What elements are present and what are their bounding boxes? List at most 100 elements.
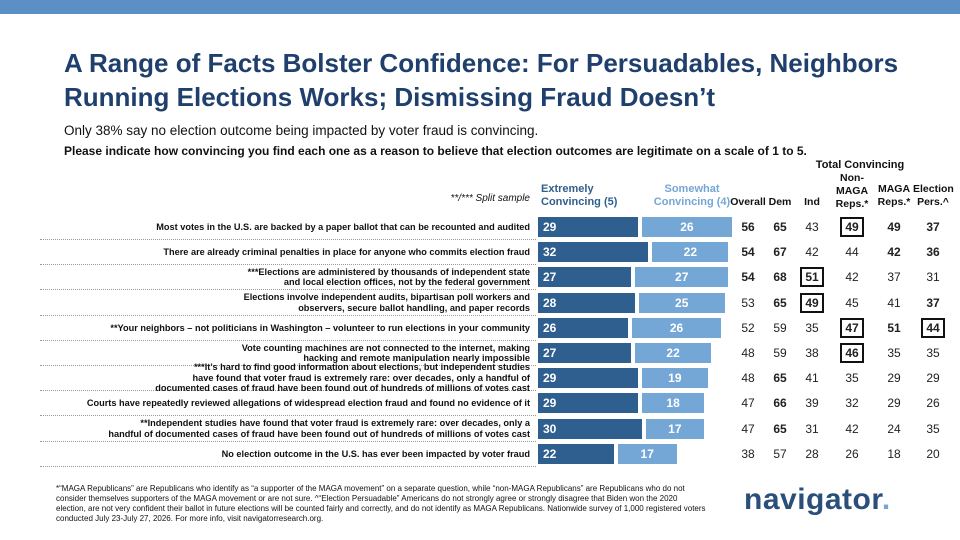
value-cell: 29 — [926, 371, 940, 386]
value-cell: 26 — [845, 446, 859, 461]
value-cell: 42 — [845, 270, 859, 285]
row-label: Vote counting machines are not connected… — [241, 342, 530, 364]
value-cell: 35 — [926, 421, 940, 436]
column-header: Dem — [768, 196, 792, 208]
value-cell: 36 — [926, 245, 940, 260]
value-cell: 47 — [741, 421, 755, 436]
question-text: Please indicate how convincing you find … — [64, 144, 807, 158]
table-row: No election outcome in the U.S. has ever… — [0, 443, 960, 467]
value-cell: 38 — [805, 346, 819, 360]
value-cell: 68 — [773, 270, 787, 285]
value-cell: 51 — [794, 266, 830, 288]
column-header: Overall — [730, 196, 766, 208]
value-cell: 38 — [741, 446, 755, 461]
bar-extremely: 22 — [538, 443, 614, 464]
table-row: Courts have repeatedly reviewed allegati… — [0, 392, 960, 417]
value-cell: 31 — [805, 421, 819, 436]
value-cell: 47 — [741, 396, 755, 411]
value-cell: 31 — [926, 270, 940, 285]
row-divider — [40, 264, 536, 266]
bar-somewhat: 27 — [635, 267, 729, 288]
logo-text: navigator — [744, 483, 882, 516]
row-label: Most votes in the U.S. are backed by a p… — [156, 221, 530, 232]
value-cell: 59 — [773, 320, 787, 335]
value-cell: 37 — [926, 295, 940, 310]
footnote: *“MAGA Republicans” are Republicans who … — [56, 484, 706, 523]
bar-extremely: 28 — [538, 292, 635, 313]
bar-somewhat: 22 — [652, 242, 729, 263]
value-cell: 67 — [773, 245, 787, 260]
value-cell: 29 — [887, 371, 901, 386]
value-cell: 49 — [887, 220, 901, 234]
value-cell: 47 — [834, 317, 870, 339]
value-cell: 65 — [773, 421, 787, 436]
value-cell: 54 — [741, 270, 755, 285]
value-cell: 59 — [773, 346, 787, 360]
row-divider — [40, 415, 536, 417]
value-cell: 43 — [805, 220, 819, 234]
value-cell: 41 — [805, 371, 819, 386]
value-cell: 52 — [741, 320, 755, 335]
table-row: **Independent studies have found that vo… — [0, 418, 960, 442]
value-cell: 45 — [845, 295, 859, 310]
value-cell: 44 — [915, 317, 951, 339]
row-divider — [40, 465, 536, 467]
row-label: **Your neighbors – not politicians in Wa… — [110, 322, 530, 333]
value-cell: 51 — [887, 320, 901, 335]
value-cell: 39 — [805, 396, 819, 411]
bar-extremely: 26 — [538, 317, 628, 338]
value-cell: 29 — [887, 396, 901, 411]
value-cell: 37 — [887, 270, 901, 285]
row-label: ***It’s hard to find good information ab… — [155, 362, 530, 394]
value-cell: 65 — [773, 295, 787, 310]
value-cell: 24 — [887, 421, 901, 436]
bar-extremely: 30 — [538, 418, 642, 439]
subtitle: Only 38% say no election outcome being i… — [64, 123, 539, 138]
bar-extremely: 32 — [538, 242, 649, 263]
table-row: Vote counting machines are not connected… — [0, 342, 960, 366]
row-label: Elections involve independent audits, bi… — [243, 292, 530, 313]
value-cell: 44 — [845, 245, 859, 260]
bar-somewhat: 19 — [642, 368, 708, 389]
bar-somewhat: 26 — [631, 317, 722, 338]
value-cell: 56 — [741, 220, 755, 234]
bar-somewhat: 18 — [642, 393, 705, 414]
bar-extremely: 27 — [538, 343, 632, 363]
table-row: Elections involve independent audits, bi… — [0, 292, 960, 316]
value-cell: 54 — [741, 245, 755, 260]
value-cell: 57 — [773, 446, 787, 461]
value-cell: 18 — [887, 446, 901, 461]
split-sample-note: **/*** Split sample — [450, 193, 530, 204]
bar-somewhat: 17 — [645, 418, 705, 439]
bar-somewhat: 17 — [617, 443, 677, 464]
bar-extremely: 29 — [538, 217, 639, 237]
bar-somewhat: 22 — [635, 343, 712, 363]
value-cell: 26 — [926, 396, 940, 411]
value-cell: 35 — [926, 346, 940, 360]
row-divider — [40, 289, 536, 291]
row-divider — [40, 314, 536, 316]
table-row: ***It’s hard to find good information ab… — [0, 362, 960, 394]
value-cell: 28 — [805, 446, 819, 461]
total-convincing-header: Total Convincing — [815, 159, 905, 171]
row-label: There are already criminal penalties in … — [163, 246, 530, 257]
value-cell: 42 — [805, 245, 819, 260]
bar-extremely: 29 — [538, 393, 639, 414]
row-divider — [40, 239, 536, 240]
table-row: ***Elections are administered by thousan… — [0, 266, 960, 291]
row-label: Courts have repeatedly reviewed allegati… — [86, 398, 530, 409]
value-cell: 35 — [845, 371, 859, 386]
navigator-logo: navigator. — [744, 483, 891, 517]
row-divider — [40, 365, 536, 366]
bar-extremely: 29 — [538, 368, 639, 389]
row-divider — [40, 339, 536, 341]
value-cell: 65 — [773, 371, 787, 386]
value-cell: 65 — [773, 220, 787, 234]
table-row: **Your neighbors – not politicians in Wa… — [0, 317, 960, 341]
legend-somewhat: Somewhat Convincing (4) — [653, 183, 731, 208]
row-divider — [40, 440, 536, 442]
page-title: A Range of Facts Bolster Confidence: For… — [64, 48, 899, 112]
table-row: Most votes in the U.S. are backed by a p… — [0, 216, 960, 240]
table-row: There are already criminal penalties in … — [0, 241, 960, 266]
value-cell: 42 — [845, 421, 859, 436]
